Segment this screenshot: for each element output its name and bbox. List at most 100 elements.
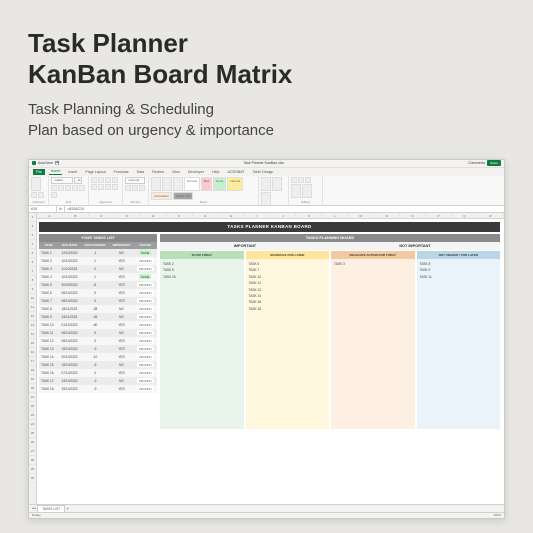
table-cell[interactable]: DONE (134, 249, 157, 257)
row-header[interactable]: 8 (29, 276, 36, 285)
row-header[interactable]: 14 (29, 330, 36, 339)
table-cell[interactable]: 06/10/2023 (58, 289, 80, 297)
table-row[interactable]: TASK 1819/10/2023-9YESPENDING (39, 385, 157, 393)
table-cell[interactable]: YES (109, 321, 133, 329)
bold-button[interactable] (51, 185, 57, 191)
kanban-card[interactable]: TASK 3 (333, 261, 413, 267)
table-cell[interactable]: TASK 16 (39, 369, 58, 377)
comma-button[interactable] (139, 185, 145, 191)
table-cell[interactable]: -3 (81, 377, 110, 385)
table-cell[interactable]: YES (109, 369, 133, 377)
quadrant-body[interactable]: TASK 8TASK 9TASK 11 (417, 259, 501, 429)
formula-input[interactable]: =B20&C20 (65, 206, 504, 212)
cell-style-neutral[interactable]: Neutral (227, 177, 243, 191)
share-button[interactable]: Share (487, 160, 501, 166)
col-header[interactable]: H (219, 213, 245, 218)
underline-button[interactable] (65, 185, 71, 191)
name-box[interactable]: K20 (29, 206, 57, 212)
table-cell[interactable]: 3 (81, 297, 110, 305)
table-cell[interactable]: TASK 10 (39, 321, 58, 329)
table-cell[interactable]: 11 (81, 281, 110, 289)
table-row[interactable]: TASK 1208/10/20233YESPENDING (39, 337, 157, 345)
cell-style-good[interactable]: Good (213, 177, 226, 191)
table-row[interactable]: TASK 530/09/202311YESPENDING (39, 281, 157, 289)
sheet-nav-prev-icon[interactable]: ◂ (32, 506, 34, 510)
row-header[interactable]: 28 (29, 456, 36, 465)
font-family-select[interactable]: Calibri (51, 177, 73, 184)
row-header[interactable]: 18 (29, 366, 36, 375)
table-cell[interactable]: 4 (81, 369, 110, 377)
cell-style-normal[interactable]: Normal (184, 177, 200, 191)
row-header[interactable]: 11 (29, 303, 36, 312)
col-header[interactable]: E (141, 213, 167, 218)
table-cell[interactable]: TASK 12 (39, 337, 58, 345)
table-cell[interactable]: TASK 3 (39, 265, 58, 273)
quadrant-body[interactable]: TASK 3 (331, 259, 415, 429)
table-cell[interactable]: PENDING (134, 353, 157, 361)
align-center-button[interactable] (98, 184, 104, 190)
table-cell[interactable]: -45 (81, 313, 110, 321)
cell-style-calculation[interactable]: Calculation (151, 192, 172, 200)
table-cell[interactable]: 5 (81, 329, 110, 337)
ribbon-tab-file[interactable]: File (33, 169, 45, 175)
table-cell[interactable]: TASK 8 (39, 305, 58, 313)
col-header[interactable]: M (348, 213, 374, 218)
autosum-button[interactable] (291, 177, 297, 183)
table-row[interactable]: TASK 1106/10/20235NOPENDING (39, 329, 157, 337)
table-cell[interactable]: NO (109, 329, 133, 337)
table-cell[interactable]: 20/10/2023 (58, 353, 80, 361)
row-header[interactable]: 15 (29, 339, 36, 348)
table-cell[interactable]: -5 (81, 361, 110, 369)
table-cell[interactable]: PENDING (134, 377, 157, 385)
table-cell[interactable]: PENDING (134, 313, 157, 321)
table-cell[interactable]: 12/10/2023 (58, 249, 80, 257)
ribbon-tab-help[interactable]: Help (210, 169, 221, 175)
table-cell[interactable]: TASK 5 (39, 281, 58, 289)
table-cell[interactable]: TASK 7 (39, 297, 58, 305)
table-cell[interactable]: -1 (81, 249, 110, 257)
ribbon-tab-developer[interactable]: Developer (186, 169, 206, 175)
col-header[interactable]: J (270, 213, 296, 218)
row-header[interactable]: 6 (29, 258, 36, 267)
table-cell[interactable]: 07/10/2023 (58, 369, 80, 377)
table-cell[interactable]: YES (109, 257, 133, 265)
table-cell[interactable]: PENDING (134, 305, 157, 313)
row-header[interactable]: 26 (29, 438, 36, 447)
table-cell[interactable]: PENDING (134, 337, 157, 345)
table-cell[interactable]: PENDING (134, 345, 157, 353)
table-cell[interactable]: PENDING (134, 321, 157, 329)
table-cell[interactable]: TASK 14 (39, 353, 58, 361)
col-header[interactable]: L (322, 213, 348, 218)
table-cell[interactable]: NO (109, 361, 133, 369)
kanban-card[interactable]: TASK 18 (162, 274, 242, 280)
sheet-nav-next-icon[interactable]: ▸ (35, 506, 37, 510)
table-cell[interactable]: 10/10/2023 (58, 257, 80, 265)
number-format-select[interactable]: General (125, 177, 145, 184)
kanban-card[interactable]: TASK 18 (248, 306, 328, 312)
ribbon-tab-review[interactable]: Review (150, 169, 166, 175)
insert-cells-button[interactable] (261, 177, 271, 191)
col-header[interactable]: B (63, 213, 89, 218)
fx-icon[interactable]: fx (57, 206, 65, 212)
row-header[interactable]: 27 (29, 447, 36, 456)
wrap-text-button[interactable] (112, 177, 118, 183)
table-cell[interactable]: 3 (81, 337, 110, 345)
table-cell[interactable]: TASK 2 (39, 257, 58, 265)
ribbon-tab-acrobat[interactable]: ACROBAT (225, 169, 246, 175)
table-cell[interactable]: PENDING (134, 265, 157, 273)
table-cell[interactable]: NO (109, 313, 133, 321)
ribbon-tab-formulas[interactable]: Formulas (112, 169, 131, 175)
kanban-card[interactable]: TASK 11 (419, 274, 499, 280)
cell-style-check-cell[interactable]: Check Cell (173, 192, 194, 200)
grid[interactable]: ABCDEFGHIJKLMNOPQR TASKS PLANNER KANBAN … (37, 213, 504, 504)
table-cell[interactable]: TASK 6 (39, 289, 58, 297)
col-header[interactable]: R (478, 213, 504, 218)
comments-button[interactable]: Comments (468, 161, 485, 165)
find-select-button[interactable] (302, 184, 312, 198)
table-cell[interactable]: YES (109, 345, 133, 353)
table-cell[interactable]: 1 (81, 257, 110, 265)
table-cell[interactable]: TASK 15 (39, 361, 58, 369)
table-cell[interactable]: YES (109, 281, 133, 289)
row-header[interactable]: 21 (29, 393, 36, 402)
table-cell[interactable]: 06/10/2023 (58, 329, 80, 337)
